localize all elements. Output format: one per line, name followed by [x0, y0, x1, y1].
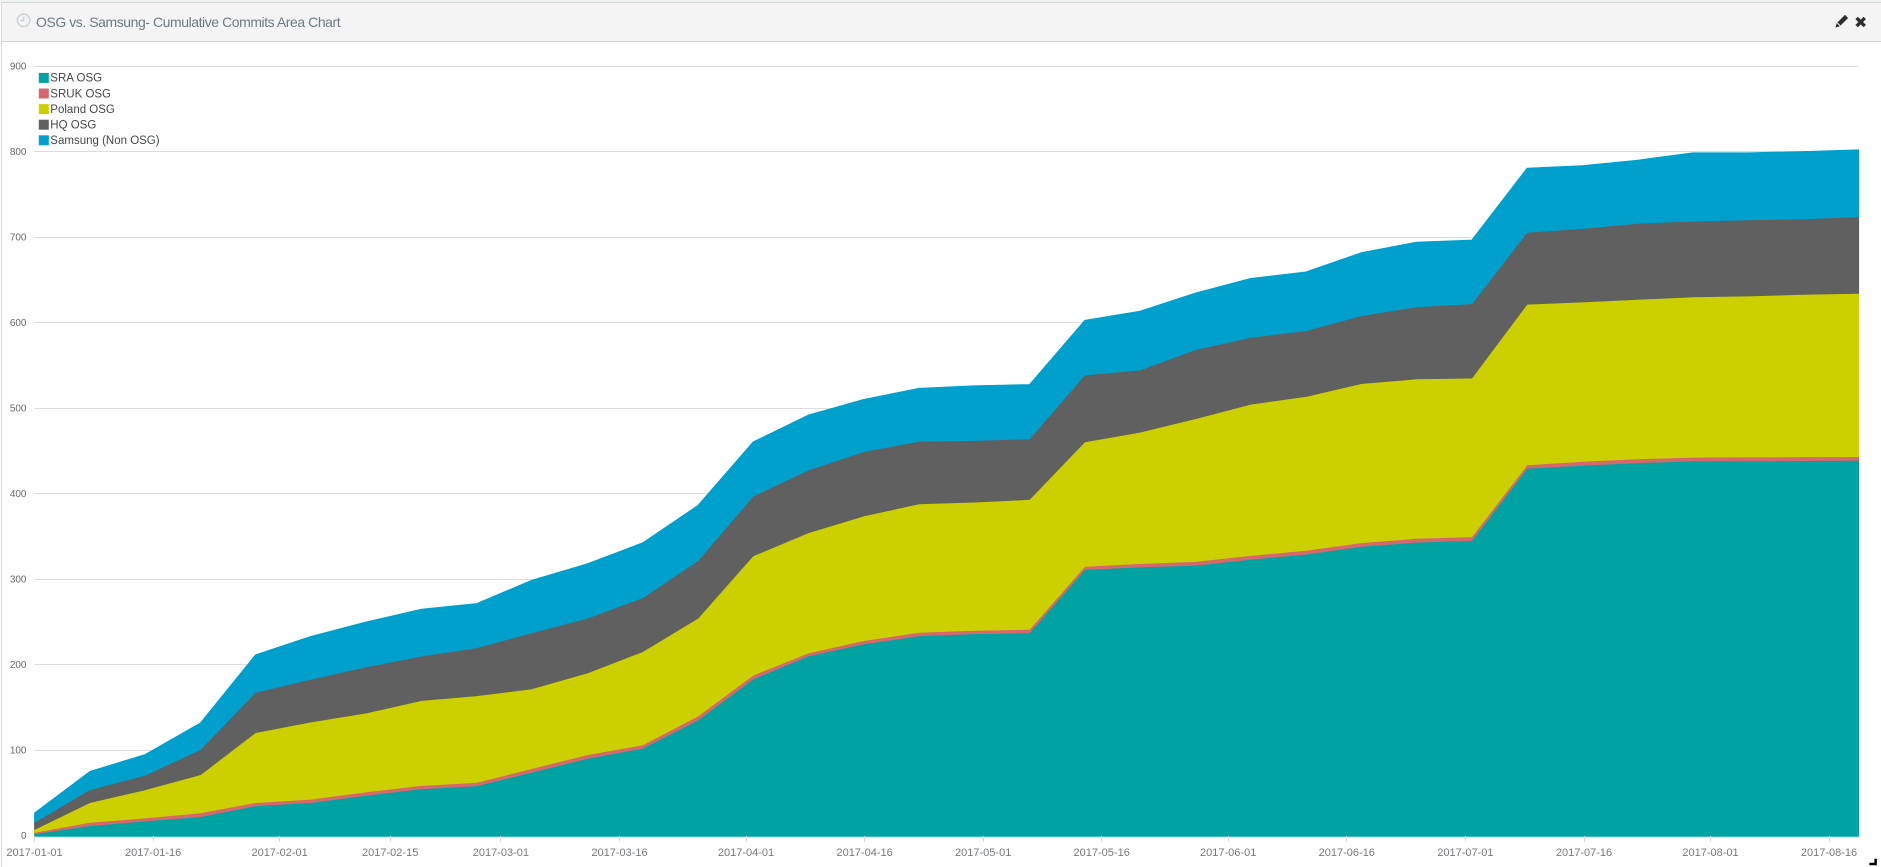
svg-text:2017-03-16: 2017-03-16 [591, 847, 647, 859]
svg-text:600: 600 [10, 318, 27, 329]
svg-text:2017-05-01: 2017-05-01 [955, 847, 1011, 859]
svg-text:0: 0 [21, 831, 27, 842]
svg-text:500: 500 [10, 404, 27, 415]
svg-text:2017-08-01: 2017-08-01 [1682, 847, 1738, 859]
svg-text:2017-02-01: 2017-02-01 [251, 847, 307, 859]
svg-text:2017-06-16: 2017-06-16 [1319, 847, 1375, 859]
svg-text:2017-07-16: 2017-07-16 [1556, 847, 1612, 859]
svg-text:700: 700 [10, 233, 27, 244]
svg-text:SRUK OSG: SRUK OSG [50, 88, 111, 100]
svg-text:2017-05-16: 2017-05-16 [1074, 847, 1130, 859]
svg-text:100: 100 [10, 746, 27, 757]
svg-text:SRA OSG: SRA OSG [50, 73, 102, 85]
svg-text:900: 900 [10, 62, 27, 73]
svg-text:400: 400 [10, 489, 27, 500]
svg-text:Samsung (Non OSG): Samsung (Non OSG) [50, 135, 159, 147]
svg-text:2017-01-01: 2017-01-01 [6, 847, 62, 859]
svg-text:2017-03-01: 2017-03-01 [473, 847, 529, 859]
svg-text:HQ OSG: HQ OSG [50, 120, 96, 132]
svg-text:2017-08-16: 2017-08-16 [1801, 847, 1857, 859]
svg-text:Poland OSG: Poland OSG [50, 104, 115, 116]
svg-text:2017-07-01: 2017-07-01 [1437, 847, 1493, 859]
svg-text:2017-04-16: 2017-04-16 [836, 847, 892, 859]
svg-text:2017-04-01: 2017-04-01 [718, 847, 774, 859]
svg-text:800: 800 [10, 147, 27, 158]
svg-text:200: 200 [10, 660, 27, 671]
svg-text:300: 300 [10, 575, 27, 586]
svg-text:2017-02-15: 2017-02-15 [362, 847, 418, 859]
svg-text:2017-01-16: 2017-01-16 [125, 847, 181, 859]
svg-text:2017-06-01: 2017-06-01 [1200, 847, 1256, 859]
